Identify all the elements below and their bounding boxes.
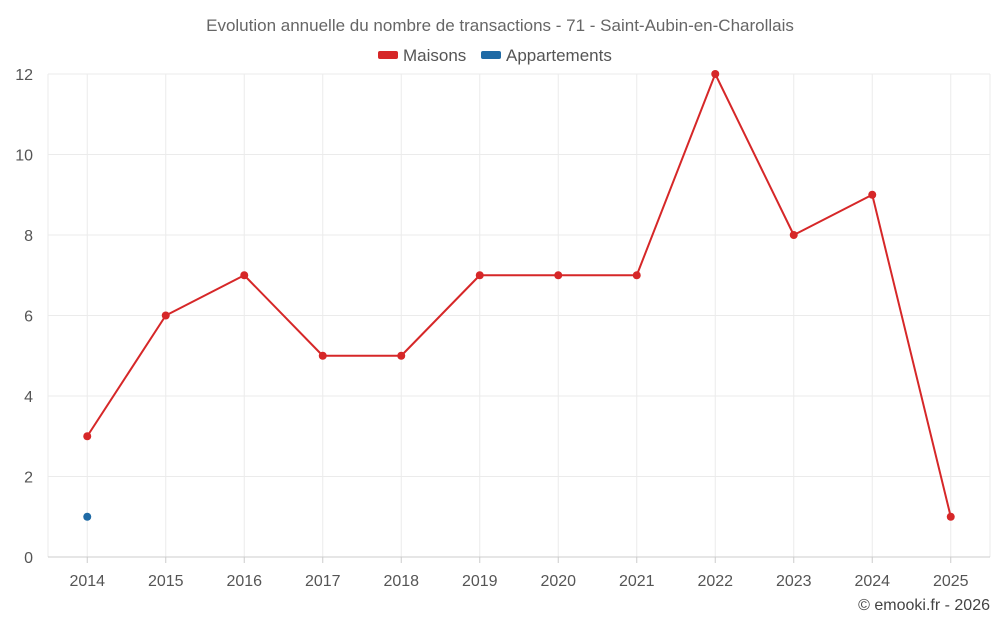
data-point-maisons[interactable] xyxy=(475,271,484,280)
x-tick-label: 2017 xyxy=(305,573,341,590)
x-tick-label: 2018 xyxy=(383,573,419,590)
x-tick-label: 2025 xyxy=(933,573,969,590)
legend-label-appartements: Appartements xyxy=(506,46,612,65)
data-point-maisons[interactable] xyxy=(868,190,877,199)
data-point-maisons[interactable] xyxy=(632,271,641,280)
legend-item-maisons[interactable]: Maisons xyxy=(378,46,466,65)
y-tick-label: 10 xyxy=(15,148,33,165)
data-point-maisons[interactable] xyxy=(397,351,406,360)
legend: Maisons Appartements xyxy=(378,46,612,65)
data-point-maisons[interactable] xyxy=(240,271,249,280)
data-point-maisons[interactable] xyxy=(711,70,720,78)
y-tick-label: 12 xyxy=(15,67,33,84)
x-axis-ticks: 2014 2015 2016 2017 2018 2019 2020 2021 2022 2023… xyxy=(69,557,969,590)
x-tick-label: 2023 xyxy=(776,573,812,590)
y-tick-label: 0 xyxy=(24,550,33,567)
legend-label-maisons: Maisons xyxy=(403,46,466,65)
legend-swatch-maisons xyxy=(378,51,398,59)
data-point-maisons[interactable] xyxy=(161,311,170,320)
y-tick-label: 2 xyxy=(24,470,33,487)
x-tick-label: 2016 xyxy=(226,573,262,590)
x-tick-label: 2021 xyxy=(619,573,655,590)
x-tick-label: 2014 xyxy=(69,573,105,590)
chart-title: Evolution annuelle du nombre de transact… xyxy=(206,16,794,35)
legend-swatch-appartements xyxy=(481,51,501,59)
grid xyxy=(47,73,991,558)
legend-item-appartements[interactable]: Appartements xyxy=(481,46,612,65)
y-tick-label: 6 xyxy=(24,309,33,326)
x-tick-label: 2024 xyxy=(854,573,890,590)
x-tick-label: 2019 xyxy=(462,573,498,590)
data-point-maisons[interactable] xyxy=(318,351,327,360)
data-point-maisons[interactable] xyxy=(789,231,798,239)
x-tick-label: 2015 xyxy=(148,573,184,590)
data-point-maisons[interactable] xyxy=(946,512,955,521)
credit-text: © emooki.fr - 2026 xyxy=(858,597,990,614)
y-tick-label: 4 xyxy=(24,389,33,406)
y-tick-label: 8 xyxy=(24,228,33,245)
data-point-maisons[interactable] xyxy=(83,432,92,441)
x-tick-label: 2022 xyxy=(697,573,733,590)
series xyxy=(83,70,955,521)
y-axis-ticks: 0 2 4 6 8 10 12 xyxy=(15,67,33,567)
data-point-appartements[interactable] xyxy=(83,512,92,521)
series-line-maisons xyxy=(86,73,952,517)
x-tick-label: 2020 xyxy=(540,573,576,590)
data-point-maisons[interactable] xyxy=(554,271,563,280)
